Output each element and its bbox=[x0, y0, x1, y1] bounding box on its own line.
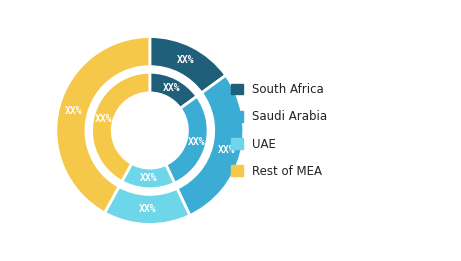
Text: XX%: XX% bbox=[163, 83, 180, 93]
Wedge shape bbox=[92, 72, 150, 182]
Wedge shape bbox=[150, 72, 197, 108]
Text: XX%: XX% bbox=[65, 106, 82, 116]
Legend: South Africa, Saudi Arabia, UAE, Rest of MEA: South Africa, Saudi Arabia, UAE, Rest of… bbox=[231, 83, 327, 178]
Wedge shape bbox=[122, 163, 175, 189]
Text: XX%: XX% bbox=[177, 55, 195, 65]
Text: XX%: XX% bbox=[218, 145, 235, 155]
Wedge shape bbox=[166, 96, 208, 183]
Text: XX%: XX% bbox=[140, 173, 157, 183]
Wedge shape bbox=[56, 37, 150, 213]
Text: XX%: XX% bbox=[139, 204, 156, 214]
Wedge shape bbox=[177, 75, 244, 216]
Wedge shape bbox=[150, 37, 226, 93]
Wedge shape bbox=[105, 187, 190, 224]
Text: XX%: XX% bbox=[188, 138, 205, 147]
Text: XX%: XX% bbox=[95, 114, 112, 123]
